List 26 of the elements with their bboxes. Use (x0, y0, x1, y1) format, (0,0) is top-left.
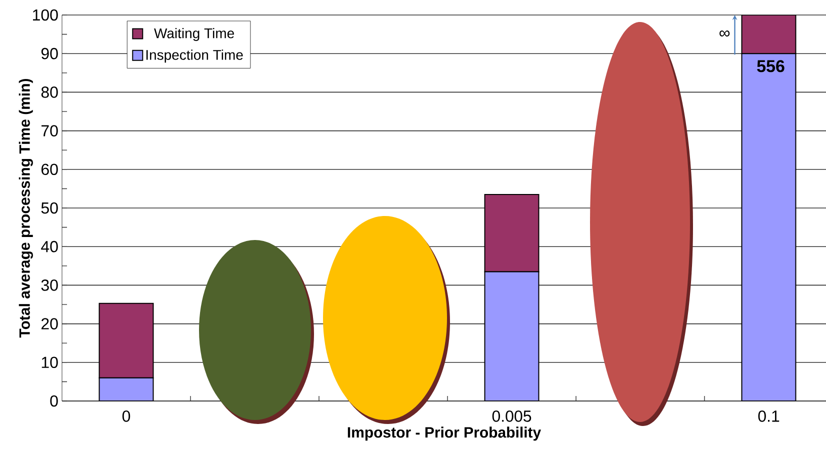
x-axis-title: Impostor - Prior Probability (348, 426, 542, 441)
legend-label: Waiting Time (154, 28, 234, 42)
y-tick-label: 100 (33, 9, 58, 21)
bar (484, 271, 540, 401)
bar (741, 53, 796, 401)
y-tick-label: 20 (41, 318, 58, 330)
y-tick-label: 30 (41, 280, 58, 291)
y-tick-label: 70 (42, 125, 58, 136)
bar (98, 377, 154, 401)
y-tick-label: 40 (41, 240, 58, 252)
y-tick-label: 50 (41, 202, 58, 214)
x-tick-label: 0 (122, 410, 130, 422)
y-axis-title: Total average processing Time (min) (18, 78, 33, 338)
bar (741, 14, 796, 54)
annotation: ∞ (720, 30, 730, 37)
x-tick-label: 0.1 (758, 410, 780, 422)
bar (484, 194, 540, 272)
bar (98, 302, 154, 378)
y-tick-label: 0 (50, 395, 58, 407)
y-tick-label: 60 (41, 164, 58, 176)
y-tick-label: 80 (41, 86, 58, 98)
legend-label: Inspection Time (146, 50, 243, 63)
x-tick-label: 0.005 (492, 410, 532, 422)
y-tick-label: 10 (42, 356, 58, 368)
y-tick-label: 90 (41, 48, 58, 60)
annotation: 556 (757, 60, 784, 72)
